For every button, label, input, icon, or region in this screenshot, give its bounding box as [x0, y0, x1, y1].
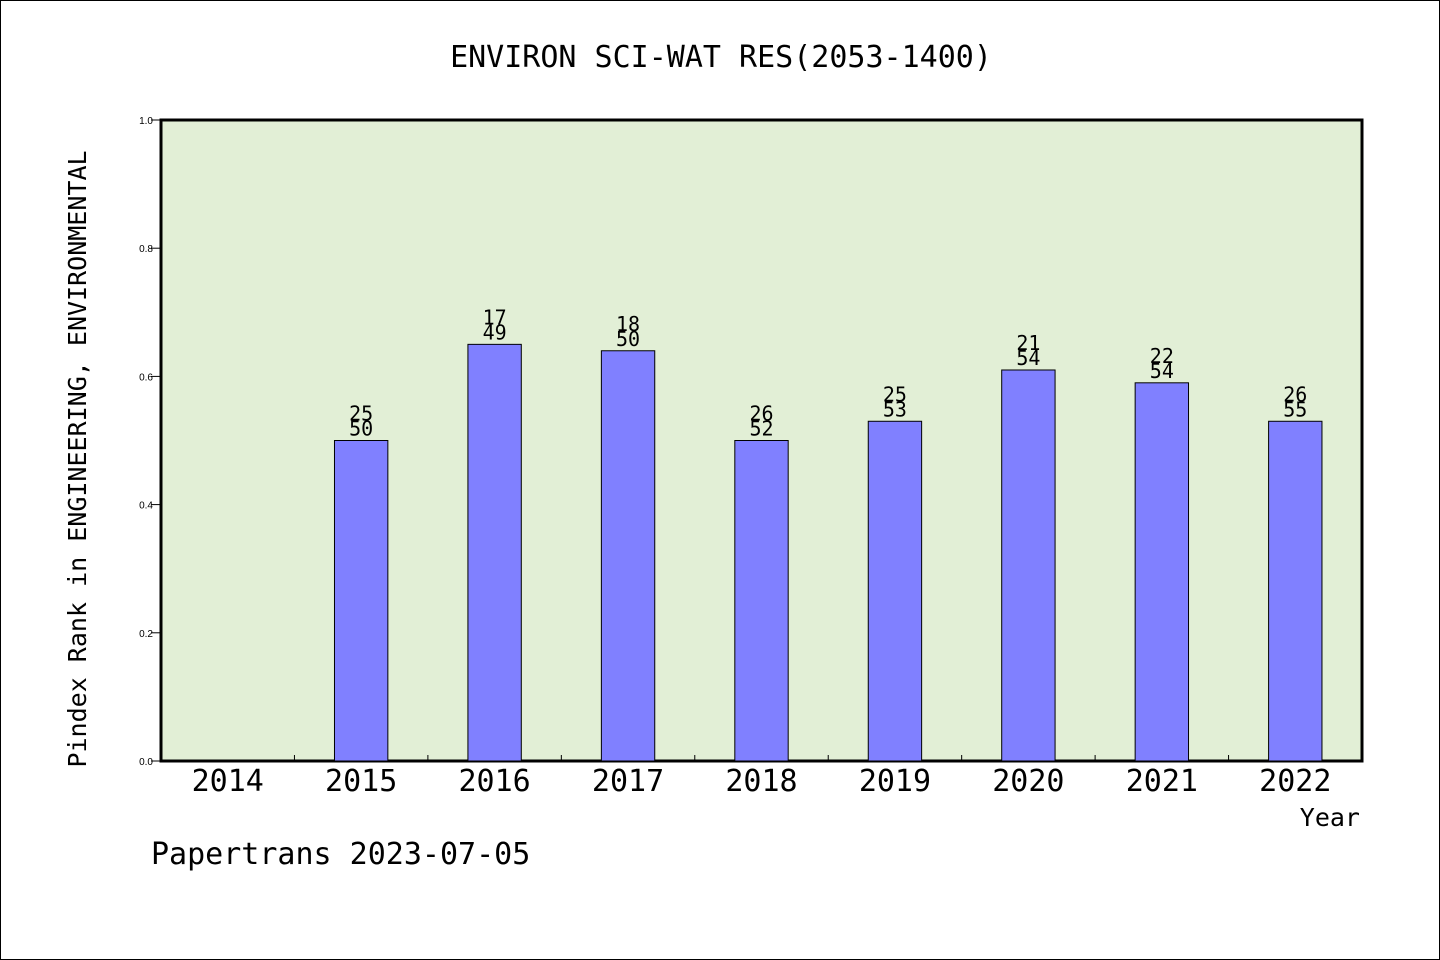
- x-tick-label: 2019: [859, 764, 931, 799]
- bar: [1001, 369, 1056, 762]
- bars-group: [333, 343, 1323, 762]
- x-tick-label: 2018: [725, 764, 797, 799]
- x-tick-label: 2017: [592, 764, 664, 799]
- bar-total-label: 53: [883, 397, 907, 421]
- bar: [1134, 382, 1190, 762]
- bar-total-label: 52: [749, 417, 773, 441]
- bar-rank-label: 22: [1150, 344, 1174, 368]
- x-tick-label: 2015: [325, 764, 397, 799]
- x-tick-label: 2020: [992, 764, 1064, 799]
- bar-rank-label: 26: [749, 402, 773, 426]
- bar: [467, 343, 522, 762]
- x-axis: 2014 2015 2016 2017 2018 2019 2020 2021 2022: [192, 755, 1331, 799]
- bar-rank-label: 25: [349, 402, 373, 426]
- bar: [867, 420, 923, 762]
- footer-credit: Papertrans 2023-07-05: [151, 837, 530, 872]
- bar-total-label: 55: [1283, 397, 1307, 421]
- x-axis-label: Year: [1300, 803, 1360, 832]
- bar-rank-label: 25: [883, 382, 907, 406]
- x-tick-label: 2022: [1259, 764, 1331, 799]
- bar-rank-label: 17: [483, 305, 507, 329]
- y-axis-label: Pindex Rank in ENGINEERING, ENVIRONMENTA…: [63, 150, 92, 767]
- bar: [600, 350, 656, 762]
- bar-rank-label: 26: [1283, 382, 1307, 406]
- chart-title: ENVIRON SCI-WAT RES(2053-1400): [450, 40, 992, 75]
- bar-total-label: 54: [1150, 359, 1174, 383]
- bar: [734, 440, 789, 762]
- y-tick-label: 0.8: [139, 244, 153, 255]
- y-tick-label: 0.0: [139, 757, 153, 768]
- y-tick-label: 1.0: [139, 116, 153, 127]
- x-tick-label: 2016: [458, 764, 530, 799]
- y-tick-label: 0.6: [139, 372, 153, 383]
- bar-rank-label: 21: [1016, 331, 1040, 355]
- bar: [333, 440, 389, 762]
- y-axis: 0.0 0.2 0.4 0.6 0.8 1.0: [139, 116, 161, 768]
- bar-rank-label: 18: [616, 312, 640, 336]
- bar-total-label: 49: [483, 320, 507, 344]
- y-tick-label: 0.2: [139, 629, 153, 640]
- bar-total-label: 50: [349, 417, 373, 441]
- bar-total-label: 50: [616, 327, 640, 351]
- bar-total-label: 54: [1016, 346, 1040, 370]
- y-tick-label: 0.4: [139, 501, 153, 512]
- bar: [1268, 420, 1323, 762]
- x-tick-label: 2021: [1126, 764, 1198, 799]
- x-tick-label: 2014: [192, 764, 264, 799]
